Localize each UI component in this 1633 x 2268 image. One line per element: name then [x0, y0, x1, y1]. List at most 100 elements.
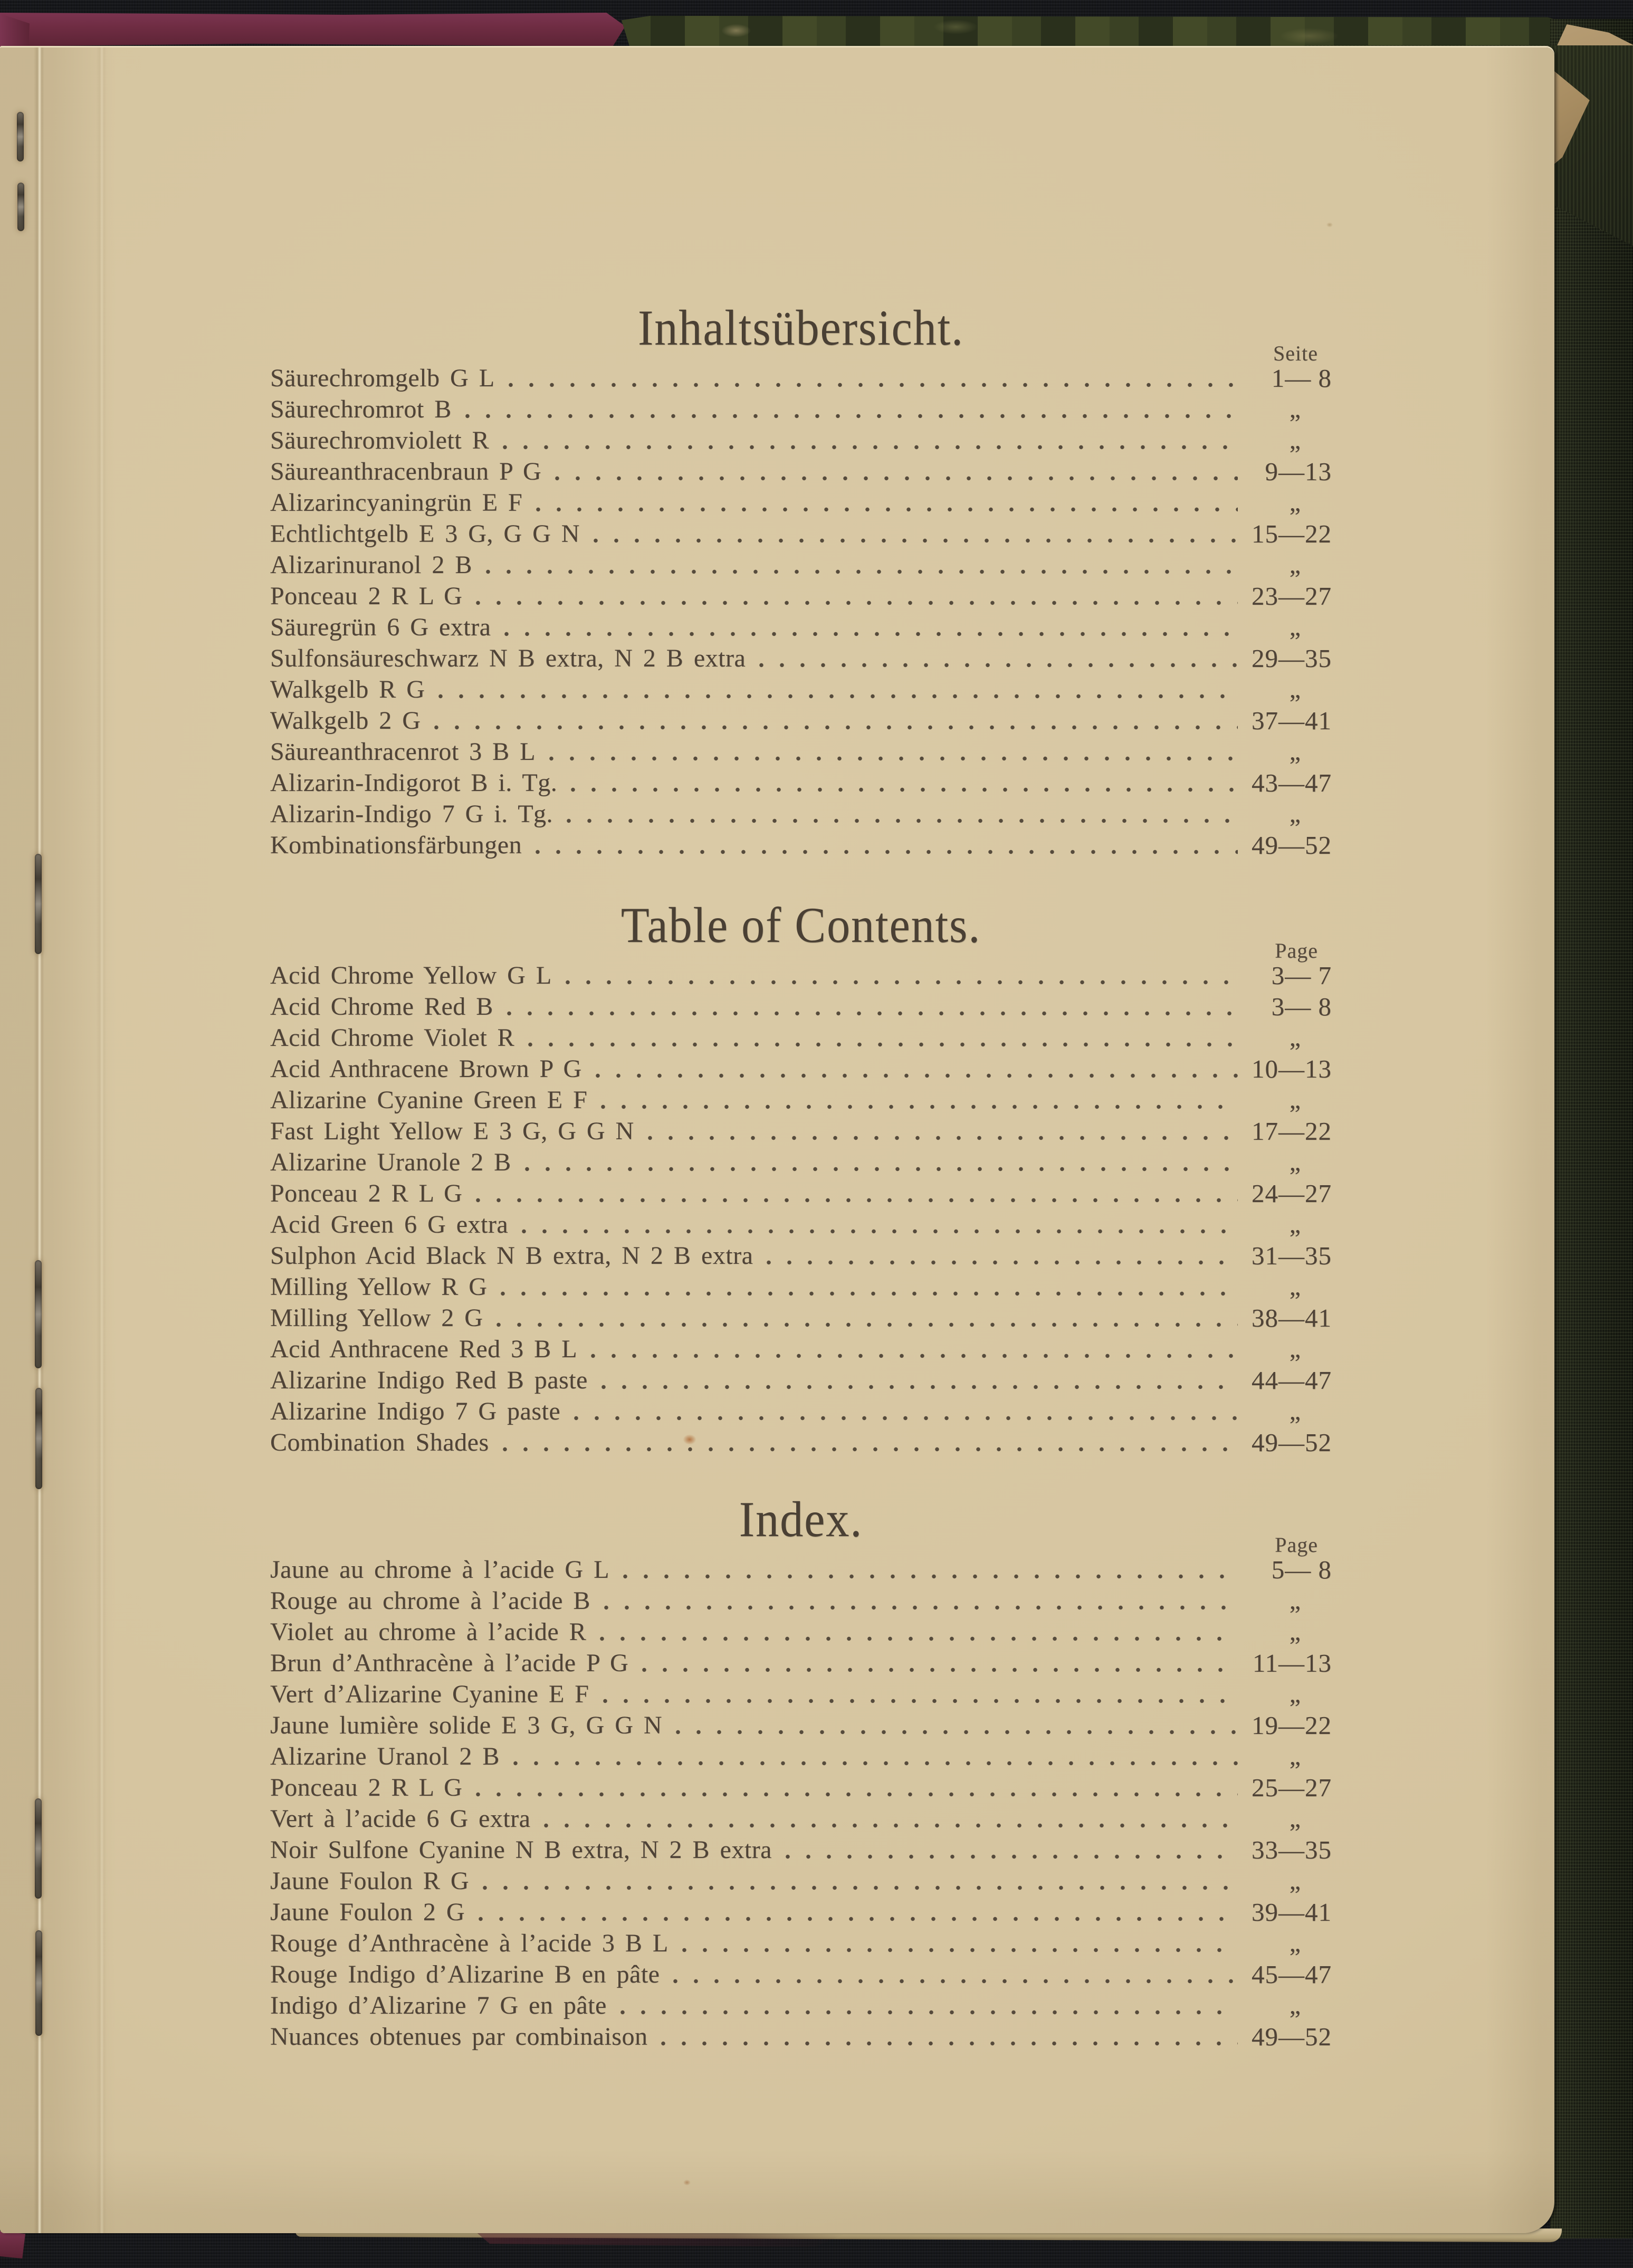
- entry-page-range: 31—35: [1252, 1241, 1332, 1270]
- entry-name: Kombinationsfärbungen: [270, 831, 522, 859]
- entry-name: Säurechromgelb G L: [270, 364, 495, 392]
- dotted-leader: [588, 1354, 1238, 1358]
- entry-name: Alizarine Indigo Red B paste: [270, 1366, 588, 1394]
- entry-page-range: „: [1289, 1086, 1301, 1114]
- entry-page-range: 3— 7: [1271, 961, 1332, 990]
- entry-name: Nuances obtenues par combinaison: [270, 2023, 648, 2051]
- entry-name: Acid Green 6 G extra: [270, 1211, 509, 1238]
- entry-name: Noir Sulfone Cyanine N B extra, N 2 B ex…: [270, 1836, 772, 1864]
- toc-entry-row: Walkgelb R G „: [270, 672, 1332, 703]
- secondary-crease: [96, 47, 107, 2233]
- entry-name: Ponceau 2 R L G: [270, 582, 463, 610]
- toc-entry-row: Säurechromgelb G L 1— 8: [270, 361, 1332, 392]
- entry-page-range: „: [1289, 1024, 1301, 1052]
- entry-page-range: 10—13: [1252, 1054, 1332, 1083]
- dotted-leader: [644, 1136, 1238, 1140]
- toc-entry-row: Jaune au chrome à l’acide G L 5— 8: [270, 1552, 1332, 1584]
- wire-staple: [35, 854, 42, 954]
- toc-entry-row: Acid Chrome Violet R „: [270, 1021, 1332, 1052]
- entry-name: Walkgelb 2 G: [270, 707, 421, 735]
- dotted-leader: [521, 1167, 1238, 1171]
- toc-entry-row: Alizarinuranol 2 B „: [270, 548, 1332, 579]
- dotted-leader: [592, 1073, 1238, 1078]
- entry-name: Alizarine Cyanine Green E F: [270, 1086, 588, 1114]
- red-cover-edge-bottom: [0, 2231, 25, 2259]
- entry-list: Säurechromgelb G L 1— 8 Säurechromrot B „ Sä…: [270, 361, 1332, 859]
- entry-name: Alizarine Uranol 2 B: [270, 1742, 500, 1770]
- toc-entry-row: Combination Shades 49—52: [270, 1425, 1332, 1456]
- entry-page-range: 19—22: [1252, 1711, 1332, 1740]
- toc-entry-row: Ponceau 2 R L G 25—27: [270, 1770, 1332, 1802]
- toc-entry-row: Alizarine Cyanine Green E F „: [270, 1083, 1332, 1114]
- entry-page-range: 1— 8: [1271, 364, 1332, 393]
- dotted-leader: [564, 818, 1238, 823]
- dotted-leader: [568, 787, 1238, 792]
- entry-name: Rouge au chrome à l’acide B: [270, 1587, 590, 1615]
- toc-entry-row: Jaune lumière solide E 3 G, G G N 19—22: [270, 1708, 1332, 1739]
- entry-page-range: „: [1289, 1335, 1301, 1363]
- entry-name: Sulfonsäureschwarz N B extra, N 2 B extr…: [270, 644, 746, 672]
- entry-name: Milling Yellow R G: [270, 1273, 488, 1301]
- entry-page-range: „: [1289, 1397, 1301, 1425]
- dotted-leader: [756, 663, 1238, 668]
- dotted-leader: [532, 850, 1238, 854]
- dotted-leader: [562, 980, 1238, 985]
- dotted-leader: [673, 1730, 1238, 1735]
- toc-entry-row: Noir Sulfone Cyanine N B extra, N 2 B ex…: [270, 1833, 1332, 1864]
- toc-entry-row: Rouge Indigo d’Alizarine B en pâte 45—47: [270, 1957, 1332, 1988]
- entry-page-range: „: [1289, 738, 1301, 766]
- dotted-leader: [782, 1854, 1238, 1859]
- entry-page-range: 33—35: [1252, 1835, 1332, 1864]
- entry-page-range: „: [1289, 1805, 1301, 1833]
- toc-entry-row: Alizarincyaningrün E F „: [270, 485, 1332, 517]
- toc-entry-row: Säureanthracenrot 3 B L „: [270, 735, 1332, 766]
- dotted-leader: [480, 1885, 1238, 1890]
- dotted-leader: [473, 601, 1238, 605]
- entry-page-range: „: [1289, 551, 1301, 579]
- gutter-crease: [34, 47, 44, 2233]
- entry-page-range: 9—13: [1265, 457, 1332, 486]
- entry-page-range: „: [1289, 1929, 1301, 1957]
- entry-page-range: 11—13: [1252, 1648, 1332, 1678]
- toc-entry-row: Acid Chrome Red B 3— 8: [270, 989, 1332, 1021]
- entry-name: Brun d’Anthracène à l’acide P G: [270, 1649, 629, 1677]
- entry-page-range: „: [1289, 1867, 1301, 1895]
- dotted-leader: [475, 1917, 1238, 1921]
- dotted-leader: [600, 1605, 1238, 1610]
- dotted-leader: [501, 632, 1238, 636]
- entry-name: Säureanthracenbraun P G: [270, 458, 542, 485]
- toc-entry-row: Alizarin-Indigo 7 G i. Tg. „: [270, 797, 1332, 828]
- entry-page-range: „: [1289, 675, 1301, 703]
- dotted-leader: [510, 1761, 1238, 1766]
- toc-entry-row: Säuregrün 6 G extra „: [270, 610, 1332, 641]
- dotted-leader: [462, 414, 1238, 418]
- entry-name: Acid Chrome Red B: [270, 993, 493, 1021]
- toc-entry-row: Acid Chrome Yellow G L 3— 7: [270, 958, 1332, 989]
- entry-page-range: 49—52: [1252, 831, 1332, 860]
- entry-page-range: 38—41: [1252, 1303, 1332, 1332]
- dotted-leader: [435, 694, 1238, 699]
- toc-entry-row: Jaune Foulon 2 G 39—41: [270, 1895, 1332, 1926]
- entry-name: Alizarincyaningrün E F: [270, 489, 523, 517]
- dotted-leader: [499, 1447, 1238, 1452]
- dotted-leader: [658, 2041, 1238, 2046]
- entry-page-range: „: [1289, 489, 1301, 517]
- entry-page-range: 25—27: [1252, 1773, 1332, 1802]
- entry-name: Rouge d’Anthracène à l’acide 3 B L: [270, 1929, 669, 1957]
- wire-staple: [35, 1388, 42, 1489]
- toc-entry-row: Säurechromrot B „: [270, 392, 1332, 423]
- entry-page-range: 43—47: [1252, 768, 1332, 797]
- entry-name: Rouge Indigo d’Alizarine B en pâte: [270, 1960, 660, 1988]
- wire-staple: [17, 183, 24, 231]
- entry-name: Walkgelb R G: [270, 675, 425, 703]
- dotted-leader: [619, 1574, 1238, 1579]
- entry-page-range: 49—52: [1252, 1428, 1332, 1457]
- toc-entry-row: Walkgelb 2 G 37—41: [270, 703, 1332, 735]
- dotted-leader: [599, 1699, 1238, 1703]
- toc-entry-row: Sulfonsäureschwarz N B extra, N 2 B extr…: [270, 641, 1332, 672]
- dotted-leader: [505, 383, 1238, 387]
- toc-entry-row: Milling Yellow 2 G 38—41: [270, 1301, 1332, 1332]
- entry-name: Vert à l’acide 6 G extra: [270, 1805, 531, 1833]
- toc-entry-row: Sulphon Acid Black N B extra, N 2 B extr…: [270, 1238, 1332, 1270]
- entry-name: Vert d’Alizarine Cyanine E F: [270, 1680, 589, 1708]
